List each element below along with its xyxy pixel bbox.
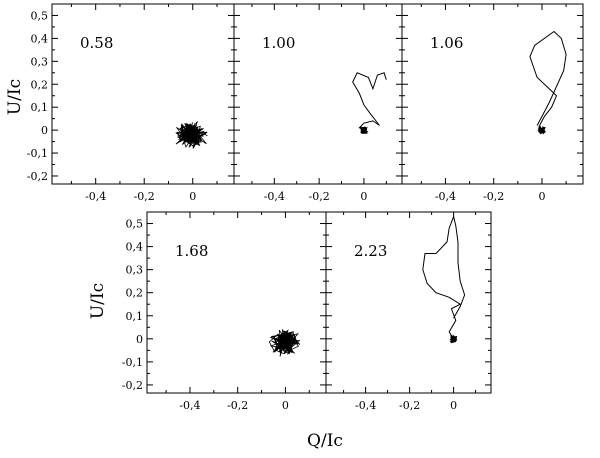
- origin-cluster: [359, 126, 369, 134]
- polarization-cloud: [175, 121, 208, 149]
- y-tick-label: 0,2: [126, 287, 144, 300]
- panel-3: -0,4 -0,2 0 1.06: [401, 3, 584, 203]
- polarization-track: [352, 72, 387, 131]
- x-tick-label: -0,2: [399, 399, 420, 412]
- panel-label: 1.68: [175, 242, 208, 260]
- panel-label: 2.23: [354, 242, 387, 260]
- panel-frame: [146, 211, 327, 394]
- x-tick-label: -0,4: [179, 399, 200, 412]
- origin-cluster: [449, 334, 458, 344]
- x-tick-label: 0: [450, 399, 457, 412]
- y-axis-title-bottom: U/Ic: [88, 283, 108, 319]
- polarization-cloud: [268, 329, 301, 357]
- panel-label: 1.06: [430, 34, 463, 52]
- x-tick-label: -0,2: [483, 190, 504, 203]
- y-tick-label: -0,2: [27, 170, 48, 183]
- panel-label: 1.00: [262, 34, 295, 52]
- y-tick-label: 0,4: [126, 241, 144, 254]
- panels-group: -0,4 -0,2 0-0,2-0,100,10,20,30,40,50.58-0,…: [27, 3, 584, 412]
- x-tick-label: -0,2: [134, 190, 155, 203]
- x-tick-label: 0: [360, 190, 367, 203]
- x-tick-label: 0: [282, 399, 289, 412]
- x-tick-label: 0: [538, 190, 545, 203]
- y-tick-label: -0,1: [122, 356, 143, 369]
- x-tick-label: -0,4: [355, 399, 376, 412]
- y-tick-label: -0,2: [122, 379, 143, 392]
- polarization-track: [529, 30, 567, 131]
- panel-frame: [325, 211, 492, 394]
- y-axis-title-top: U/Ic: [5, 79, 25, 115]
- y-tick-label: 0,5: [31, 9, 49, 22]
- x-tick-label: -0,4: [435, 190, 456, 203]
- x-tick-label: -0,2: [227, 399, 248, 412]
- x-axis-title: Q/Ic: [307, 431, 343, 451]
- x-tick-label: -0,4: [264, 190, 285, 203]
- y-tick-label: 0,2: [31, 78, 49, 91]
- y-tick-label: 0,1: [126, 310, 144, 323]
- y-tick-label: 0,3: [126, 264, 144, 277]
- panel-4: -0,4 -0,2 0 -0,2 -0,1 0 0,1 0,2 0,3 0,4 0,5 1.68: [122, 211, 327, 412]
- x-tick-label: -0,2: [309, 190, 330, 203]
- panel-5: -0,4 -0,2 0 2.23: [325, 211, 492, 412]
- y-tick-label: 0: [136, 333, 143, 346]
- panel-frame: [401, 3, 584, 185]
- x-tick-label: 0: [189, 190, 196, 203]
- panel-frame: [51, 3, 235, 185]
- y-tick-label: 0: [41, 124, 48, 137]
- y-tick-label: 0,1: [31, 101, 49, 114]
- panel-1: -0,4 -0,2 0 -0,2 -0,1 0 0,1 0,2 0,3 0,4 0,5 0.58: [27, 3, 235, 203]
- y-tick-label: 0,3: [31, 55, 49, 68]
- origin-cluster: [537, 125, 547, 135]
- y-tick-label: -0,1: [27, 147, 48, 160]
- panel-frame: [233, 3, 403, 185]
- panel-2: -0,4 -0,2 0 1.00: [233, 3, 403, 203]
- polarization-track: [422, 214, 466, 340]
- panel-label: 0.58: [80, 34, 113, 52]
- y-tick-label: 0,5: [126, 218, 144, 231]
- x-tick-label: -0,4: [85, 190, 106, 203]
- y-tick-label: 0,4: [31, 32, 49, 45]
